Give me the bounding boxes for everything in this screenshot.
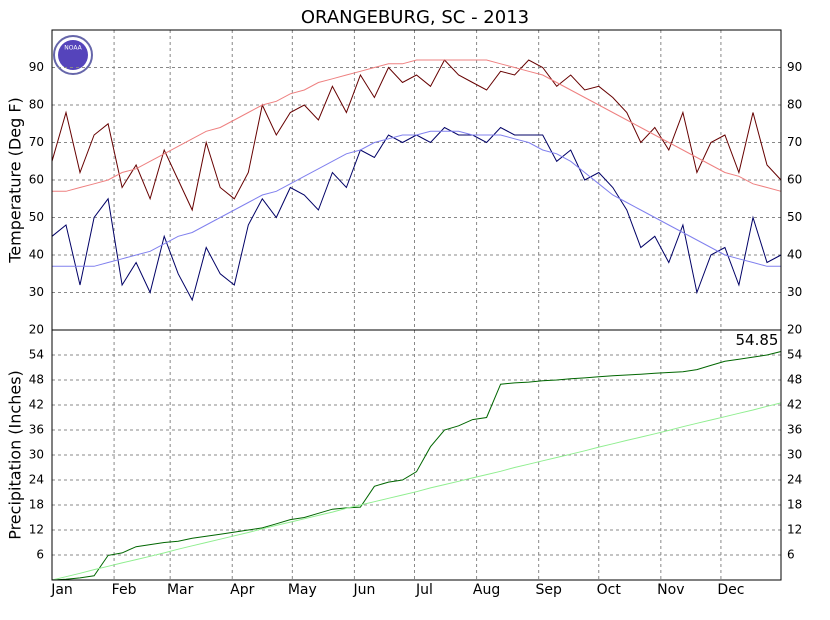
x-tick-label: Dec [717, 582, 744, 598]
y-tick-label: 60 [787, 173, 802, 187]
y-tick-label: 42 [787, 398, 802, 412]
x-tick-label: Oct [597, 582, 622, 598]
y-tick-label: 90 [787, 60, 802, 74]
y-tick-label: 24 [787, 473, 802, 487]
y-tick-label: 36 [787, 423, 802, 437]
y-tick-label: 54 [787, 348, 802, 362]
y-tick-label: 12 [29, 523, 44, 537]
y-tick-label: 70 [29, 135, 44, 149]
series-line [52, 130, 781, 267]
y-tick-label: 54 [29, 348, 44, 362]
y-tick-label: 42 [29, 398, 44, 412]
y-tick-label: 90 [29, 60, 44, 74]
x-tick-label: Jan [50, 582, 73, 598]
y-tick-label: 40 [787, 248, 802, 262]
y-tick-label: 80 [29, 98, 44, 112]
series-line [51, 59, 782, 212]
y-axis-title: Temperature (Deg F) [6, 97, 25, 264]
y-tick-label: 6 [787, 548, 795, 562]
x-tick-label: Jun [352, 582, 375, 598]
x-tick-label: May [288, 582, 317, 598]
y-tick-label: 30 [787, 448, 802, 462]
x-tick-label: Sep [535, 582, 562, 598]
y-tick-label: 12 [787, 523, 802, 537]
plot-frame [51, 29, 782, 581]
x-tick-label: Mar [167, 582, 194, 598]
y-tick-label: 60 [29, 173, 44, 187]
y-tick-label: 48 [787, 373, 802, 387]
y-axis-title: Precipitation (Inches) [6, 370, 25, 540]
chart-title: ORANGEBURG, SC - 2013 [301, 7, 529, 28]
y-tick-label: 40 [29, 248, 44, 262]
x-tick-label: Jul [415, 582, 433, 598]
y-tick-label: 36 [29, 423, 44, 437]
x-tick-label: Nov [657, 582, 684, 598]
y-tick-label: 50 [787, 210, 802, 224]
logo: NOAA [53, 35, 93, 75]
x-tick-label: Apr [230, 582, 254, 598]
y-tick-label: 48 [29, 373, 44, 387]
x-tick-label: Feb [112, 582, 137, 598]
series-line [51, 351, 782, 581]
series-line [51, 402, 782, 581]
y-tick-label: 70 [787, 135, 802, 149]
x-tick-label: Aug [473, 582, 500, 598]
y-tick-label: 6 [36, 548, 44, 562]
y-tick-label: 50 [29, 210, 44, 224]
y-tick-label: 30 [29, 285, 44, 299]
series-line [52, 59, 782, 192]
logo-text: NOAA [64, 45, 82, 52]
y-tick-label: 20 [787, 323, 802, 337]
y-tick-label: 18 [787, 498, 802, 512]
y-tick-label: 24 [29, 473, 44, 487]
data-label: 54.85 [736, 331, 779, 349]
y-tick-label: 30 [787, 285, 802, 299]
y-tick-label: 18 [29, 498, 44, 512]
y-tick-label: 30 [29, 448, 44, 462]
logo-disc [58, 40, 88, 70]
y-tick-label: 20 [29, 323, 44, 337]
y-tick-label: 80 [787, 98, 802, 112]
